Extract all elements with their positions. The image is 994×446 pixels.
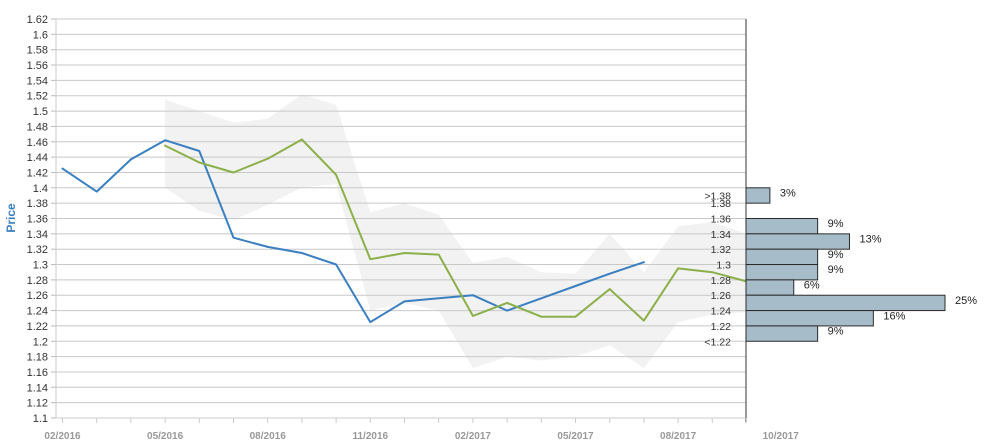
y-tick-label: 1.2 [33, 336, 48, 348]
y-tick-label: 1.56 [27, 60, 48, 72]
y-tick-label: 1.36 [27, 214, 48, 226]
y-tick-label: 1.58 [27, 45, 48, 57]
distribution-bin-label: 1.36 [711, 214, 732, 226]
y-tick-label: 1.42 [27, 167, 48, 179]
distribution-bin-label: 1.3 [716, 260, 731, 272]
distribution-value-label: 9% [828, 249, 844, 261]
distribution-bin-label: 1.38 [711, 198, 732, 210]
distribution-bin-label: 1.26 [711, 290, 732, 302]
distribution-bar [745, 248, 819, 266]
y-tick-label: 1.32 [27, 244, 48, 256]
y-tick-label: 1.4 [33, 183, 48, 195]
series-layer [61, 138, 748, 324]
distribution-value-label: 9% [828, 218, 844, 230]
distribution-bar [745, 279, 795, 296]
tick-labels: 1.62 1.6 1.58 1.56 1.54 1.52 1.5 1.48 1.46 1.44 1.… [27, 14, 800, 442]
distribution-bar [745, 264, 819, 281]
y-tick-label: 1.24 [27, 306, 48, 318]
y-tick-label: 1.5 [33, 106, 48, 118]
distribution-bin-label: 1.34 [711, 229, 732, 241]
y-tick-label: 1.3 [33, 260, 48, 272]
distribution-value-label: 3% [780, 187, 796, 199]
x-tick-label: 02/2017 [455, 431, 492, 442]
series-line-1 [61, 139, 645, 324]
distribution-bars: 3% 9% 13% 9% 9% 6% 25% 16% 9% >1.381.38 1.36 1.34 1.… [704, 187, 977, 348]
x-tick-label: 02/2016 [44, 431, 81, 442]
distribution-bar [745, 294, 946, 312]
distribution-bar [745, 325, 819, 342]
y-tick-label: 1.12 [27, 398, 48, 410]
x-tick-label: 08/2016 [250, 431, 287, 442]
x-tick-label: 05/2016 [147, 431, 184, 442]
distribution-value-label: 9% [828, 326, 844, 338]
distribution-bar [745, 233, 850, 250]
x-tick-label: 10/2017 [763, 431, 800, 442]
y-tick-label: 1.48 [27, 121, 48, 133]
series-line-2 [164, 138, 748, 322]
y-tick-label: 1.16 [27, 367, 48, 379]
y-tick-label: 1.34 [27, 229, 48, 241]
y-tick-label: 1.22 [27, 321, 48, 333]
gridlines [56, 18, 746, 419]
x-tick-label: 08/2017 [660, 431, 697, 442]
distribution-bar [745, 187, 771, 204]
y-tick-label: 1.44 [27, 152, 48, 164]
y-tick-label: 1.18 [27, 352, 48, 364]
distribution-value-label: 16% [883, 310, 905, 322]
distribution-bin-label: 1.32 [711, 244, 732, 256]
range-band [165, 94, 747, 369]
distribution-value-label: 9% [828, 264, 844, 276]
distribution-value-label: 6% [804, 280, 820, 292]
x-tick-label: 11/2016 [352, 431, 388, 442]
y-tick-label: 1.38 [27, 198, 48, 210]
y-tick-label: 1.52 [27, 91, 48, 103]
y-tick-label: 1.14 [27, 382, 48, 394]
x-tick-label: 05/2017 [557, 431, 594, 442]
distribution-value-label: 13% [859, 234, 881, 246]
distribution-bin-label: <1.22 [704, 336, 731, 348]
range-band-layer [165, 94, 747, 369]
y-axis-title: Price [4, 203, 18, 233]
distribution-bin-label: 1.28 [711, 275, 732, 287]
distribution-bin-label: 1.24 [711, 306, 732, 318]
y-tick-label: 1.62 [27, 14, 48, 26]
y-tick-label: 1.26 [27, 290, 48, 302]
y-tick-label: 1.54 [27, 75, 48, 87]
y-tick-label: 1.1 [33, 413, 48, 425]
distribution-bar [745, 310, 874, 327]
y-tick-label: 1.6 [33, 29, 48, 41]
distribution-value-label: 25% [955, 295, 977, 307]
distribution-bin-label: >1.38 [704, 190, 731, 202]
distribution-bin-label: 1.22 [711, 321, 732, 333]
distribution-bar [745, 218, 819, 235]
y-tick-label: 1.28 [27, 275, 48, 287]
y-tick-label: 1.46 [27, 137, 48, 149]
